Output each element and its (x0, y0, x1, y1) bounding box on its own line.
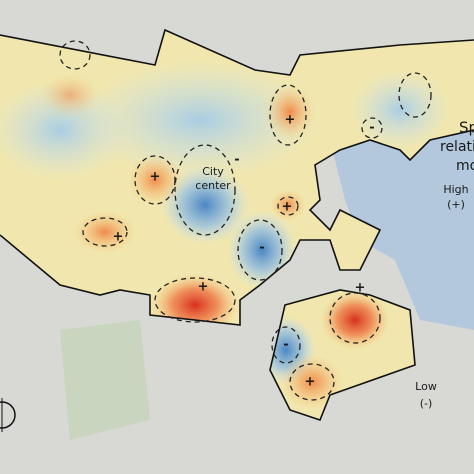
legend-low-sign: (-) (420, 397, 433, 410)
legend-title: mo (456, 158, 474, 174)
city-label: City (202, 165, 224, 178)
compass (0, 398, 16, 432)
cluster-marker: + (150, 170, 161, 185)
legend-low: Low (415, 380, 437, 393)
significance-contours (59, 40, 432, 401)
cluster-marker: - (259, 241, 264, 256)
city-label: center (195, 179, 231, 192)
legend-high: High (443, 183, 468, 196)
legend-title: Sp (459, 119, 474, 137)
water (330, 110, 474, 330)
legend-high-sign: (+) (447, 198, 465, 211)
cluster-marker: + (282, 200, 293, 215)
cluster-marker: - (369, 121, 374, 136)
cluster-marker: + (113, 230, 124, 245)
cluster-marker: - (234, 153, 239, 168)
cluster-marker: + (355, 281, 366, 296)
legend-title: relativ (440, 139, 474, 155)
cluster-marker: + (198, 280, 209, 295)
cluster-marker: + (305, 375, 316, 390)
park (60, 320, 150, 440)
cluster-marker: - (283, 338, 288, 353)
cluster-marker: + (285, 113, 296, 128)
